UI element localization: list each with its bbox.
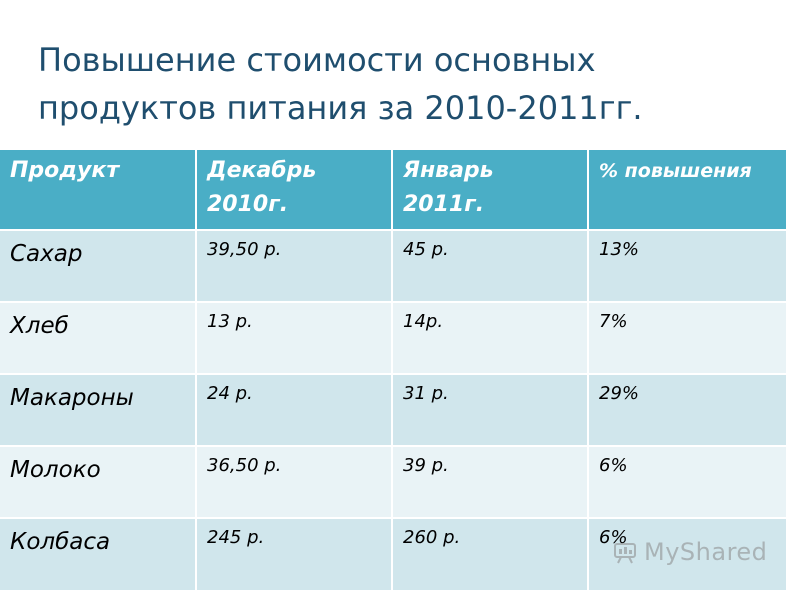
price-table: Продукт Декабрь 2010г. Январь 2011г. % п… xyxy=(0,150,786,590)
cell-percent-increase: 6% xyxy=(588,445,786,518)
header-product: Продукт xyxy=(0,150,197,230)
cell-percent-increase: 7% xyxy=(588,301,786,374)
slide-title: Повышение стоимости основных продуктов п… xyxy=(38,36,778,132)
cell-january-price: 31 р. xyxy=(392,373,589,446)
table-row: Молоко 36,50 р. 39 р. 6% xyxy=(0,445,786,518)
cell-product: Хлеб xyxy=(0,301,197,374)
cell-january-price: 14р. xyxy=(392,301,589,374)
cell-december-price: 39,50 р. xyxy=(196,229,393,302)
header-percent-increase: % повышения xyxy=(588,150,786,230)
myshared-logo-icon xyxy=(614,543,636,564)
table-row: Сахар 39,50 р. 45 р. 13% xyxy=(0,229,786,302)
cell-percent-increase: 13% xyxy=(588,229,786,302)
table-row: Колбаса 245 р. 260 р. 6% xyxy=(0,517,786,590)
cell-january-price: 260 р. xyxy=(392,517,589,590)
cell-product: Колбаса xyxy=(0,517,197,590)
slide-title-line-2: продуктов питания за 2010-2011гг. xyxy=(38,89,643,127)
cell-december-price: 24 р. xyxy=(196,373,393,446)
slide-title-line-1: Повышение стоимости основных xyxy=(38,41,596,79)
table-row: Макароны 24 р. 31 р. 29% xyxy=(0,373,786,446)
table-header-row: Продукт Декабрь 2010г. Январь 2011г. % п… xyxy=(0,150,786,230)
cell-december-price: 13 р. xyxy=(196,301,393,374)
cell-december-price: 245 р. xyxy=(196,517,393,590)
myshared-watermark: MyShared xyxy=(612,538,767,566)
cell-december-price: 36,50 р. xyxy=(196,445,393,518)
cell-january-price: 45 р. xyxy=(392,229,589,302)
cell-percent-increase: 29% xyxy=(588,373,786,446)
cell-january-price: 39 р. xyxy=(392,445,589,518)
cell-product: Сахар xyxy=(0,229,197,302)
watermark-text: MyShared xyxy=(644,538,768,566)
header-january-2011: Январь 2011г. xyxy=(392,150,589,230)
header-december-2010: Декабрь 2010г. xyxy=(196,150,393,230)
cell-product: Макароны xyxy=(0,373,197,446)
table-row: Хлеб 13 р. 14р. 7% xyxy=(0,301,786,374)
cell-product: Молоко xyxy=(0,445,197,518)
